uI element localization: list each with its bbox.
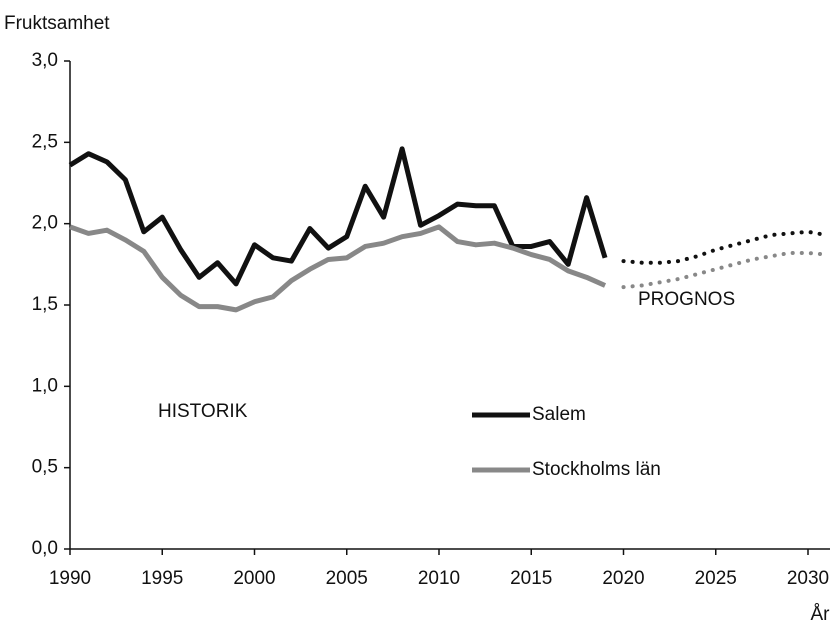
x-tick-label: 2005 bbox=[326, 568, 368, 589]
forecast-line bbox=[621, 250, 829, 290]
x-tick-label: 2000 bbox=[233, 568, 275, 589]
legend-label: Salem bbox=[532, 404, 586, 425]
y-tick-label: 3,0 bbox=[32, 50, 58, 71]
x-axis-label: År bbox=[811, 604, 831, 625]
x-tick-label: 2020 bbox=[602, 568, 644, 589]
y-tick-label: 1,5 bbox=[32, 294, 58, 315]
x-tick-label: 2030 bbox=[787, 568, 829, 589]
y-tick-label: 2,5 bbox=[32, 131, 58, 152]
x-tick-label: 1995 bbox=[141, 568, 183, 589]
x-tick-label: 2010 bbox=[418, 568, 460, 589]
x-tick-label: 2015 bbox=[510, 568, 552, 589]
line bbox=[69, 224, 607, 313]
forecast-line bbox=[621, 229, 829, 265]
x-tick-label: 1990 bbox=[49, 568, 91, 589]
y-tick-label: 1,0 bbox=[32, 375, 58, 396]
x-tick-label: 2025 bbox=[695, 568, 737, 589]
legend-label: Stockholms län bbox=[532, 459, 661, 480]
y-tick-label: 0,0 bbox=[32, 538, 58, 559]
annotation: PROGNOS bbox=[638, 289, 735, 310]
y-tick-label: 2,0 bbox=[32, 213, 58, 234]
y-axis-label: Fruktsamhet bbox=[4, 13, 110, 34]
y-tick-label: 0,5 bbox=[32, 457, 58, 478]
line bbox=[68, 146, 608, 287]
annotation: HISTORIK bbox=[158, 401, 248, 422]
